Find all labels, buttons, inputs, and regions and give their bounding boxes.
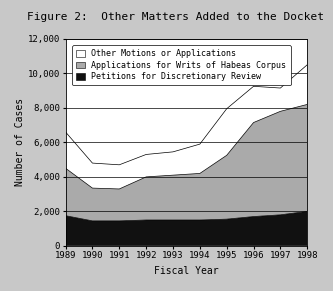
Text: Figure 2:  Other Matters Added to the Docket: Figure 2: Other Matters Added to the Doc… xyxy=(27,12,324,22)
Y-axis label: Number of Cases: Number of Cases xyxy=(15,98,25,187)
Legend: Other Motions or Applications, Applications for Writs of Habeas Corpus, Petition: Other Motions or Applications, Applicati… xyxy=(72,45,290,86)
X-axis label: Fiscal Year: Fiscal Year xyxy=(154,266,219,276)
